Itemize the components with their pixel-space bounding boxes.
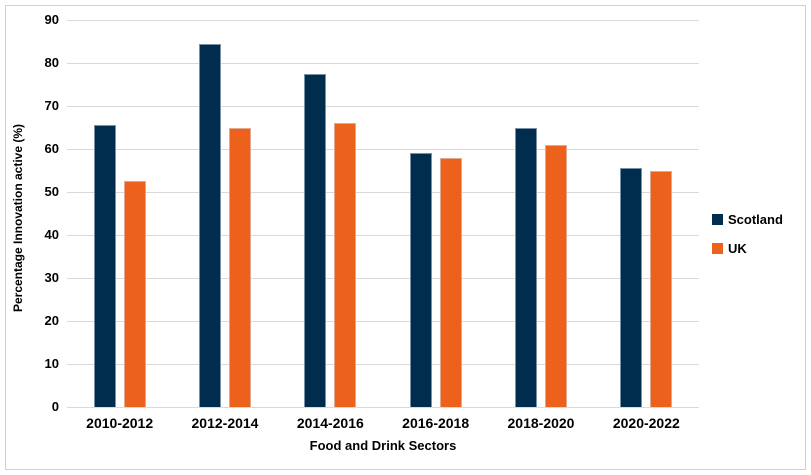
gridline-y30 [67,278,699,279]
bar-scotland-2016-2018 [409,153,432,407]
y-tick-label: 50 [44,184,59,199]
x-axis-title: Food and Drink Sectors [309,438,457,453]
x-tick-label: 2012-2014 [191,415,259,431]
gridline-y40 [67,235,699,236]
x-tick-label: 2016-2018 [402,415,470,431]
x-tick-label: 2018-2020 [507,415,575,431]
x-tick-label: 2014-2016 [296,415,364,431]
gridline-y50 [67,192,699,193]
bar-uk-2018-2020 [545,144,567,407]
gridline-y10 [67,364,699,365]
y-tick-label: 80 [44,55,59,70]
bar-uk-2016-2018 [439,157,462,407]
gridline-y60 [67,149,699,150]
legend-label-scotland: Scotland [728,212,783,227]
y-tick-label: 90 [44,12,59,27]
y-tick-label: 40 [44,227,59,242]
bar-uk-2014-2016 [334,123,357,407]
plot-area [67,20,699,408]
legend: Scotland UK [712,212,783,270]
y-tick-label: 10 [44,356,59,371]
bar-scotland-2012-2014 [199,43,221,407]
bar-scotland-2020-2022 [620,168,643,407]
scotland-swatch-icon [712,214,723,225]
gridline-y20 [67,321,699,322]
bar-uk-2020-2022 [650,170,673,407]
bar-scotland-2010-2012 [93,125,116,407]
y-tick-label: 30 [44,270,59,285]
gridline-y0 [67,407,699,408]
legend-item-scotland: Scotland [712,212,783,227]
legend-item-uk: UK [712,241,783,256]
x-tick-label: 2010-2012 [86,415,154,431]
y-tick-label: 60 [44,141,59,156]
y-tick-label: 20 [44,313,59,328]
y-tick-label: 0 [51,399,59,414]
gridline-y90 [67,20,699,21]
bar-uk-2012-2014 [229,127,251,407]
x-tick-label: 2020-2022 [612,415,680,431]
uk-swatch-icon [712,243,723,254]
bar-uk-2010-2012 [123,181,146,407]
bar-scotland-2014-2016 [304,73,327,407]
chart-frame: Percentage Innovation active (%) Food an… [5,5,806,470]
bar-scotland-2018-2020 [515,127,537,407]
y-tick-label: 70 [44,98,59,113]
gridline-y70 [67,106,699,107]
gridline-y80 [67,63,699,64]
legend-label-uk: UK [728,241,747,256]
